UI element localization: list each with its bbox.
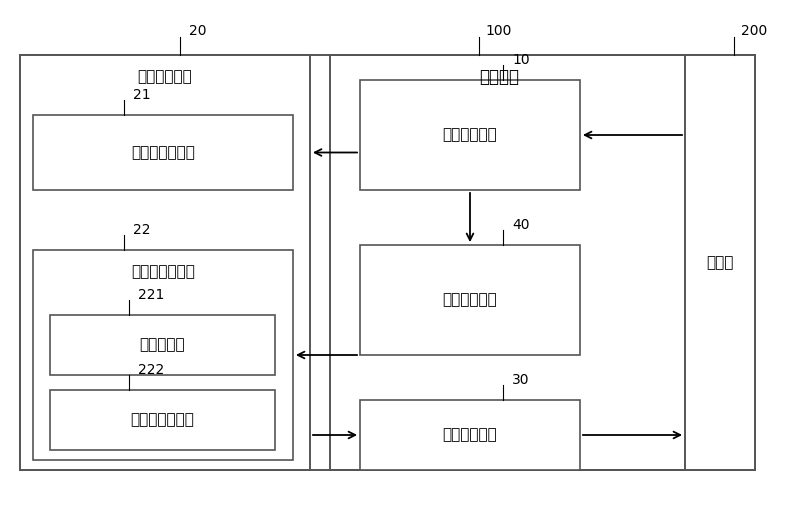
Bar — [20, 55, 755, 470]
Text: 221: 221 — [138, 288, 164, 302]
Text: 222: 222 — [138, 363, 164, 377]
Text: 信息处理模块: 信息处理模块 — [138, 69, 192, 85]
Bar — [330, 55, 755, 470]
Bar — [20, 55, 310, 470]
Text: 21: 21 — [133, 88, 151, 102]
Bar — [50, 315, 275, 375]
Bar — [33, 115, 293, 190]
Text: 指令接收模块: 指令接收模块 — [442, 127, 498, 143]
Text: 乱码处理子模块: 乱码处理子模块 — [131, 145, 195, 160]
Text: 指纹获取子模块: 指纹获取子模块 — [130, 412, 194, 428]
Text: 10: 10 — [512, 53, 530, 67]
Text: 20: 20 — [189, 24, 206, 38]
Bar — [33, 250, 293, 460]
Bar — [50, 390, 275, 450]
Text: 30: 30 — [512, 373, 530, 387]
Text: 22: 22 — [134, 223, 150, 237]
Text: 200: 200 — [741, 24, 767, 38]
Text: 信息获取子模块: 信息获取子模块 — [131, 265, 195, 279]
Text: 通信终端: 通信终端 — [478, 68, 518, 86]
Text: 信息上传模块: 信息上传模块 — [442, 428, 498, 443]
Text: 40: 40 — [512, 218, 530, 232]
Bar — [360, 80, 580, 190]
Bar — [360, 400, 580, 470]
Bar — [685, 55, 755, 470]
Text: 拍摄子模块: 拍摄子模块 — [140, 338, 186, 352]
Text: 100: 100 — [486, 24, 512, 38]
Text: 服务器: 服务器 — [706, 255, 734, 270]
Bar — [360, 245, 580, 355]
Text: 操作感应模块: 操作感应模块 — [442, 292, 498, 307]
